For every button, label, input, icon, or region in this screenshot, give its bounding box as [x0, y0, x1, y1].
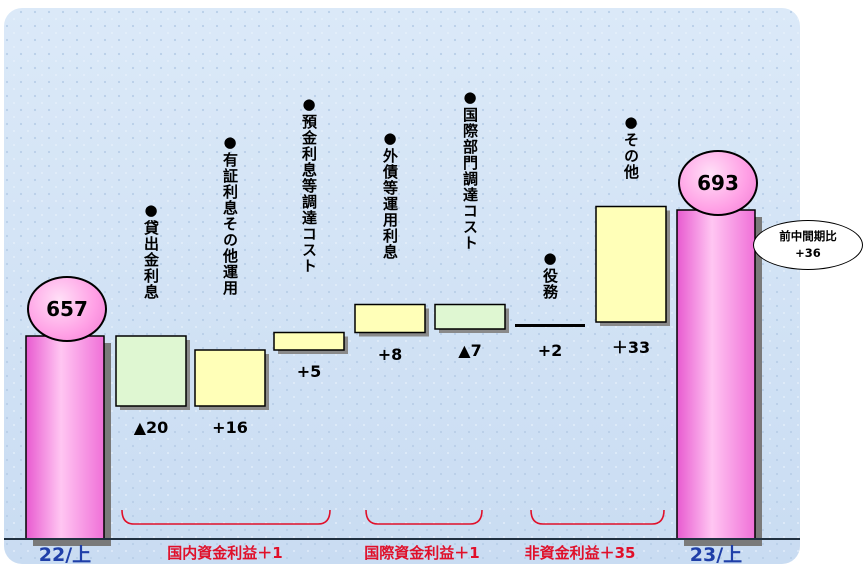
end-bar [676, 209, 756, 540]
step-value-label-6: +2 [537, 341, 563, 360]
step-category-label-1: ●貸出金利息 [142, 201, 160, 300]
group-label-1: 国内資金利益＋1 [167, 544, 283, 562]
group-bracket-1 [121, 509, 331, 525]
group-label-3: 非資金利益＋35 [524, 544, 636, 562]
comparison-note: 前中間期比 +36 [753, 220, 863, 270]
start-axis-label: 22/上 [38, 544, 92, 566]
step-category-label-4: ●外債等運用利息 [381, 128, 399, 260]
step-value-label-7: ＋33 [611, 338, 651, 357]
step-bar-3 [273, 331, 345, 351]
note-line-2: +36 [795, 246, 821, 260]
step-value-label-4: +8 [377, 344, 403, 364]
step-bar-4 [354, 303, 426, 334]
note-line-1: 前中間期比 [779, 229, 837, 243]
step-bar-2 [194, 349, 266, 407]
step-bar-6 [515, 324, 585, 327]
waterfall-chart [4, 8, 800, 564]
chart-panel [4, 8, 800, 564]
step-category-label-6: ●役務 [541, 248, 559, 300]
start-value-bubble: 657 [27, 276, 107, 342]
start-bar [25, 335, 105, 540]
step-value-label-2: +16 [212, 418, 248, 437]
step-category-label-2: ●有証利息その他運用 [221, 133, 239, 296]
step-bar-5 [434, 303, 506, 330]
step-value-label-1: ▲20 [133, 418, 169, 437]
group-bracket-3 [530, 509, 665, 525]
step-bar-7 [595, 205, 667, 323]
step-category-label-3: ●預金利息等調達コスト [300, 95, 318, 274]
group-bracket-2 [365, 509, 483, 525]
step-value-label-5: ▲7 [458, 341, 482, 360]
step-category-label-7: ●その他 [622, 112, 640, 180]
end-axis-label: 23/上 [689, 544, 743, 566]
step-category-label-5: ●国際部門調達コスト [461, 87, 479, 251]
step-bar-1 [115, 335, 187, 407]
group-label-2: 国際資金利益＋1 [364, 544, 480, 562]
end-value-bubble: 693 [678, 150, 758, 216]
step-value-label-3: +5 [296, 362, 322, 381]
